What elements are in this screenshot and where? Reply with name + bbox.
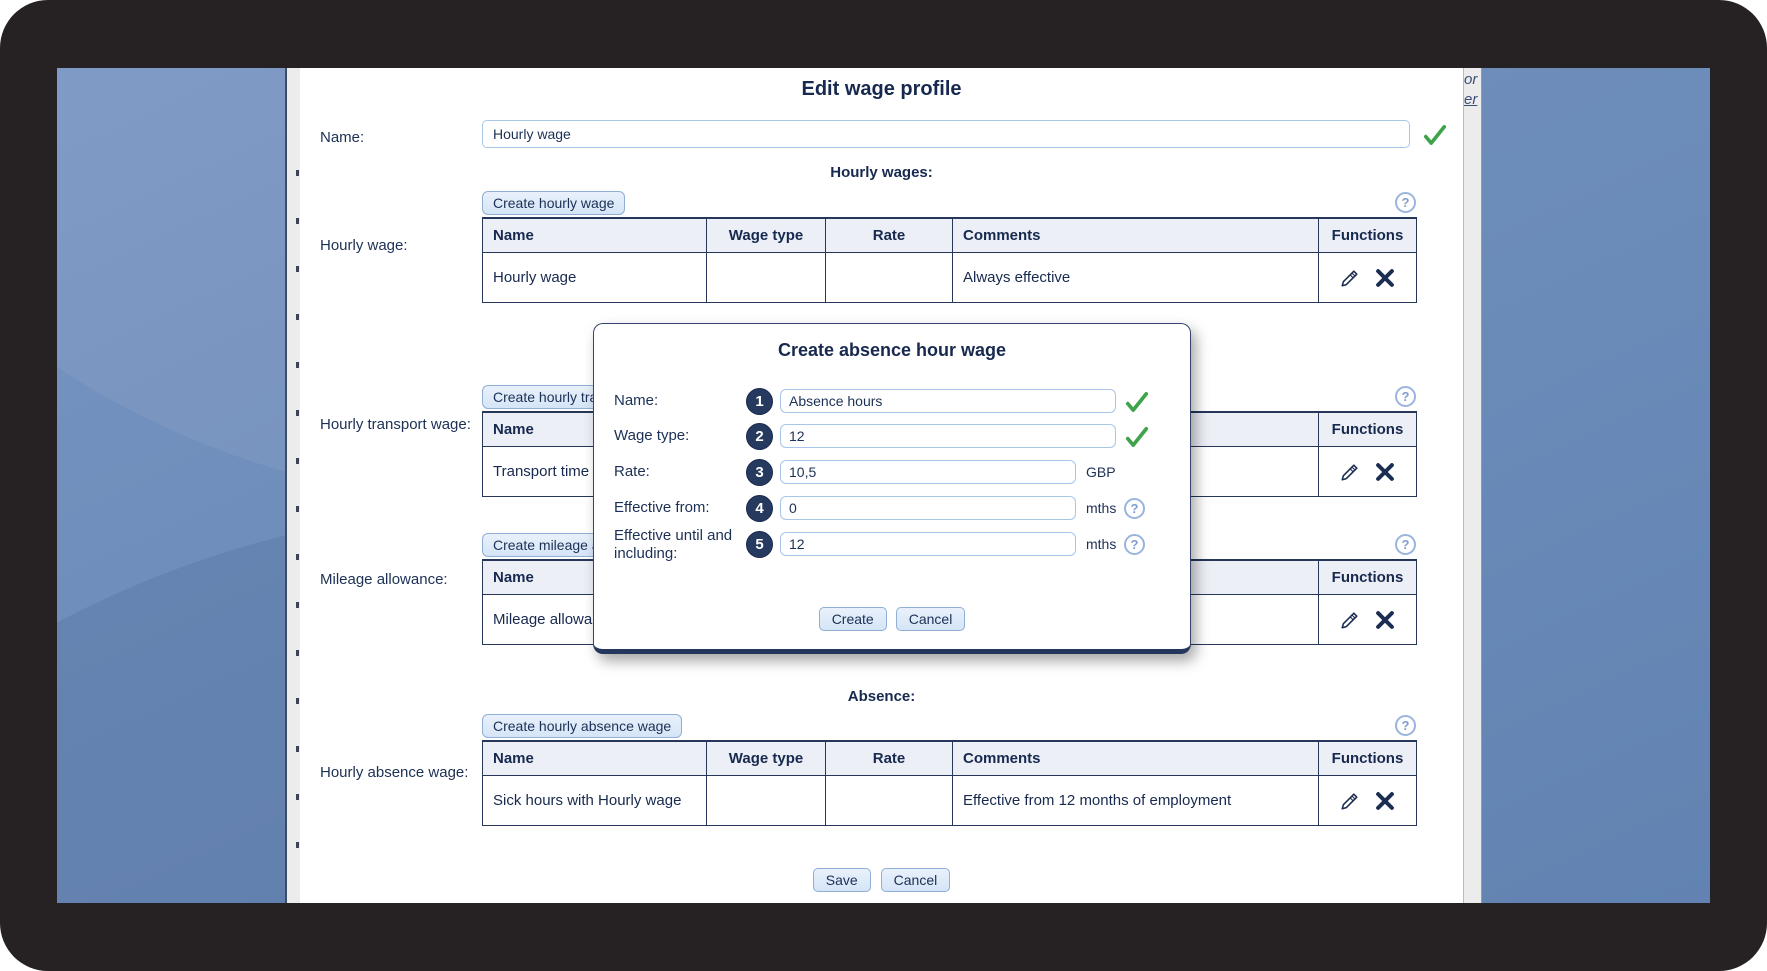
absence-name-input[interactable] bbox=[780, 389, 1116, 413]
col-header-functions: Functions bbox=[1318, 217, 1417, 253]
help-icon[interactable]: ? bbox=[1395, 386, 1416, 407]
cell-rate bbox=[825, 775, 953, 826]
col-header-name: Name bbox=[482, 740, 707, 776]
valid-check-icon bbox=[1124, 424, 1150, 450]
delete-icon[interactable] bbox=[1374, 609, 1396, 631]
help-icon[interactable]: ? bbox=[1395, 192, 1416, 213]
hourly-wage-section: Create hourly wage ? Name Wage type Rate… bbox=[482, 190, 1417, 303]
edit-icon[interactable] bbox=[1339, 461, 1361, 483]
col-header-wage-type: Wage type bbox=[706, 217, 826, 253]
col-header-rate: Rate bbox=[825, 740, 953, 776]
field-label: Wage type: bbox=[614, 427, 690, 444]
cancel-button[interactable]: Cancel bbox=[880, 868, 951, 892]
edit-icon[interactable] bbox=[1339, 790, 1361, 812]
field-row-wage-type: Wage type: 2 bbox=[594, 423, 1190, 451]
dialog-title: Create absence hour wage bbox=[777, 340, 1007, 360]
field-row-effective-from: Effective from: 4 mths ? bbox=[594, 495, 1190, 523]
field-label: Name: bbox=[614, 392, 659, 409]
underlying-page-right-edge: or er bbox=[1463, 68, 1482, 903]
valid-check-icon bbox=[1422, 122, 1448, 148]
step-number-badge: 2 bbox=[746, 423, 773, 450]
field-label: Effective until and including: bbox=[614, 527, 733, 562]
col-header-wage-type: Wage type bbox=[706, 740, 826, 776]
underlying-page-left-edge bbox=[285, 68, 302, 903]
section-heading-hourly-wages: Hourly wages: bbox=[830, 164, 933, 181]
col-header-rate: Rate bbox=[825, 217, 953, 253]
cell-comments: Effective from 12 months of employment bbox=[952, 775, 1319, 826]
section-heading-absence: Absence: bbox=[847, 688, 916, 705]
currency-suffix: GBP bbox=[1086, 464, 1116, 480]
col-header-comments: Comments bbox=[952, 217, 1319, 253]
cell-wage-type bbox=[706, 252, 826, 303]
wage-type-input[interactable] bbox=[780, 424, 1116, 448]
section-label-mileage-allowance: Mileage allowance: bbox=[320, 571, 448, 588]
rate-input[interactable] bbox=[780, 460, 1076, 484]
months-suffix: mths bbox=[1086, 536, 1117, 552]
profile-name-input[interactable] bbox=[482, 120, 1410, 148]
table-header-row: Name Wage type Rate Comments Functions bbox=[482, 217, 1417, 253]
cell-functions bbox=[1318, 446, 1417, 497]
save-button[interactable]: Save bbox=[812, 868, 871, 892]
step-number-badge: 1 bbox=[746, 388, 773, 415]
cell-name: Sick hours with Hourly wage bbox=[482, 775, 707, 826]
col-header-functions: Functions bbox=[1318, 559, 1417, 595]
field-row-effective-until: Effective until and including: 5 mths ? bbox=[594, 527, 1190, 562]
valid-check-icon bbox=[1124, 389, 1150, 415]
create-absence-hour-wage-dialog: Create absence hour wage Name: 1 Wage ty… bbox=[593, 323, 1191, 654]
section-label-hourly-transport-wage: Hourly transport wage: bbox=[320, 416, 471, 433]
help-icon[interactable]: ? bbox=[1124, 498, 1145, 519]
create-button[interactable]: Create bbox=[818, 607, 887, 631]
field-row-rate: Rate: 3 GBP bbox=[594, 459, 1190, 487]
cell-wage-type bbox=[706, 775, 826, 826]
effective-from-input[interactable] bbox=[780, 496, 1076, 520]
col-header-functions: Functions bbox=[1318, 411, 1417, 447]
col-header-name: Name bbox=[482, 217, 707, 253]
cell-rate bbox=[825, 252, 953, 303]
section-label-hourly-wage: Hourly wage: bbox=[320, 237, 408, 254]
field-label: Rate: bbox=[614, 463, 650, 480]
help-icon[interactable]: ? bbox=[1395, 534, 1416, 555]
cell-functions bbox=[1318, 594, 1417, 645]
hourly-wage-table: Name Wage type Rate Comments Functions H… bbox=[482, 217, 1417, 303]
create-hourly-wage-button[interactable]: Create hourly wage bbox=[482, 190, 626, 215]
step-number-badge: 5 bbox=[746, 531, 773, 558]
step-number-badge: 3 bbox=[746, 459, 773, 486]
delete-icon[interactable] bbox=[1374, 790, 1396, 812]
table-row: Hourly wage Always effective bbox=[482, 252, 1417, 303]
page-title: Edit wage profile bbox=[801, 78, 962, 100]
name-label: Name: bbox=[320, 129, 365, 146]
months-suffix: mths bbox=[1086, 500, 1117, 516]
desktop-background: or er Edit wage profile Name: Hourly wag… bbox=[57, 68, 1710, 903]
cell-functions bbox=[1318, 775, 1417, 826]
cell-comments: Always effective bbox=[952, 252, 1319, 303]
dialog-buttons: Create Cancel bbox=[594, 607, 1190, 631]
hourly-absence-wage-section: Create hourly absence wage ? Name Wage t… bbox=[482, 713, 1417, 826]
col-header-functions: Functions bbox=[1318, 740, 1417, 776]
effective-until-input[interactable] bbox=[780, 532, 1076, 556]
delete-icon[interactable] bbox=[1374, 461, 1396, 483]
edit-icon[interactable] bbox=[1339, 267, 1361, 289]
delete-icon[interactable] bbox=[1374, 267, 1396, 289]
create-hourly-absence-wage-button[interactable]: Create hourly absence wage bbox=[482, 713, 683, 738]
table-header-row: Name Wage type Rate Comments Functions bbox=[482, 740, 1417, 776]
col-header-comments: Comments bbox=[952, 740, 1319, 776]
clipped-text: or bbox=[1464, 71, 1478, 88]
page-footer-buttons: Save Cancel bbox=[300, 868, 1463, 892]
clipped-text-marks bbox=[296, 128, 299, 863]
cell-name: Hourly wage bbox=[482, 252, 707, 303]
step-number-badge: 4 bbox=[746, 495, 773, 522]
clipped-link-text: er bbox=[1464, 91, 1478, 108]
dialog-cancel-button[interactable]: Cancel bbox=[895, 607, 966, 631]
field-label: Effective from: bbox=[614, 499, 710, 516]
hourly-absence-wage-table: Name Wage type Rate Comments Functions S… bbox=[482, 740, 1417, 826]
field-row-name: Name: 1 bbox=[594, 388, 1190, 416]
section-label-hourly-absence-wage: Hourly absence wage: bbox=[320, 764, 469, 781]
table-row: Sick hours with Hourly wage Effective fr… bbox=[482, 775, 1417, 826]
edit-icon[interactable] bbox=[1339, 609, 1361, 631]
cell-functions bbox=[1318, 252, 1417, 303]
help-icon[interactable]: ? bbox=[1395, 715, 1416, 736]
help-icon[interactable]: ? bbox=[1124, 534, 1145, 555]
